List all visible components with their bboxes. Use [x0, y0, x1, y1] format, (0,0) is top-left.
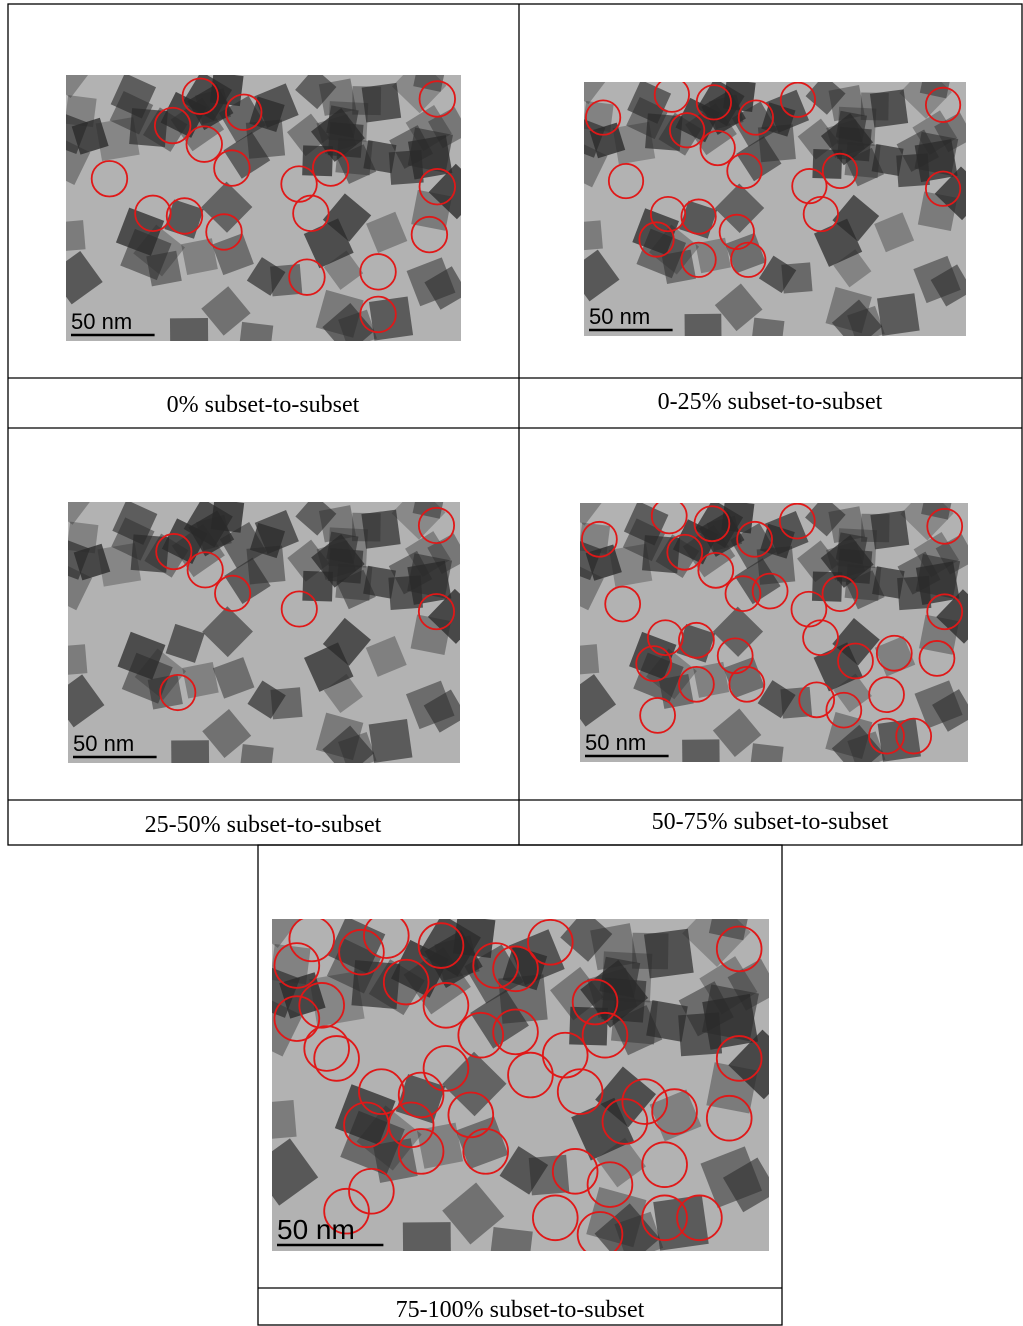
particle [326, 532, 358, 564]
scale-bar-label: 50 nm [71, 309, 132, 334]
scale-bar-label: 50 nm [585, 730, 646, 755]
particle [599, 957, 640, 998]
particle [361, 510, 400, 549]
particle [870, 511, 909, 550]
caption: 50-75% subset-to-subset [652, 809, 889, 835]
scale-bar-label: 50 nm [277, 1214, 355, 1245]
particle [54, 220, 86, 252]
particle [568, 644, 599, 675]
scale-bar-label: 50 nm [589, 304, 650, 329]
micrograph: 50 nm [556, 484, 990, 778]
particle [751, 318, 785, 352]
particle [238, 322, 273, 357]
figure: 50 nm 0% subset-to-subset 50 nm 0-25% subse… [0, 0, 1023, 1326]
particle [362, 83, 402, 123]
particle [182, 662, 218, 698]
particle [413, 59, 446, 92]
particle [239, 744, 274, 779]
particle [572, 220, 603, 251]
particle [170, 318, 208, 356]
micrograph: 50 nm [561, 63, 989, 351]
particle [644, 929, 694, 979]
caption: 0% subset-to-subset [167, 392, 360, 418]
particle [181, 238, 218, 275]
caption: 25-50% subset-to-subset [145, 812, 382, 838]
particle [682, 739, 720, 777]
particle [749, 743, 783, 777]
particle [877, 293, 920, 336]
particle [171, 740, 209, 778]
particle [257, 1100, 297, 1140]
particle [489, 1227, 533, 1271]
image-content: 50 nm [241, 894, 798, 1271]
scale-bar-label: 50 nm [73, 731, 134, 756]
caption: 75-100% subset-to-subset [396, 1297, 645, 1323]
particle [685, 314, 722, 351]
particle [369, 719, 413, 763]
particle [413, 486, 446, 519]
caption: 0-25% subset-to-subset [658, 389, 883, 415]
particle [326, 105, 358, 137]
particle [836, 111, 867, 142]
micrograph: 50 nm [42, 55, 484, 356]
particle [921, 487, 953, 519]
particle [56, 644, 87, 675]
particle [920, 66, 952, 98]
particle [836, 532, 868, 564]
micrograph: 50 nm [44, 482, 483, 778]
particle [870, 89, 908, 127]
particle [403, 1222, 451, 1270]
image-content: 50 nm [556, 484, 990, 778]
image-content: 50 nm [44, 482, 483, 778]
image-content: 50 nm [42, 55, 484, 356]
micrograph: 50 nm [241, 894, 798, 1271]
image-content: 50 nm [561, 63, 989, 351]
particle [709, 899, 751, 941]
